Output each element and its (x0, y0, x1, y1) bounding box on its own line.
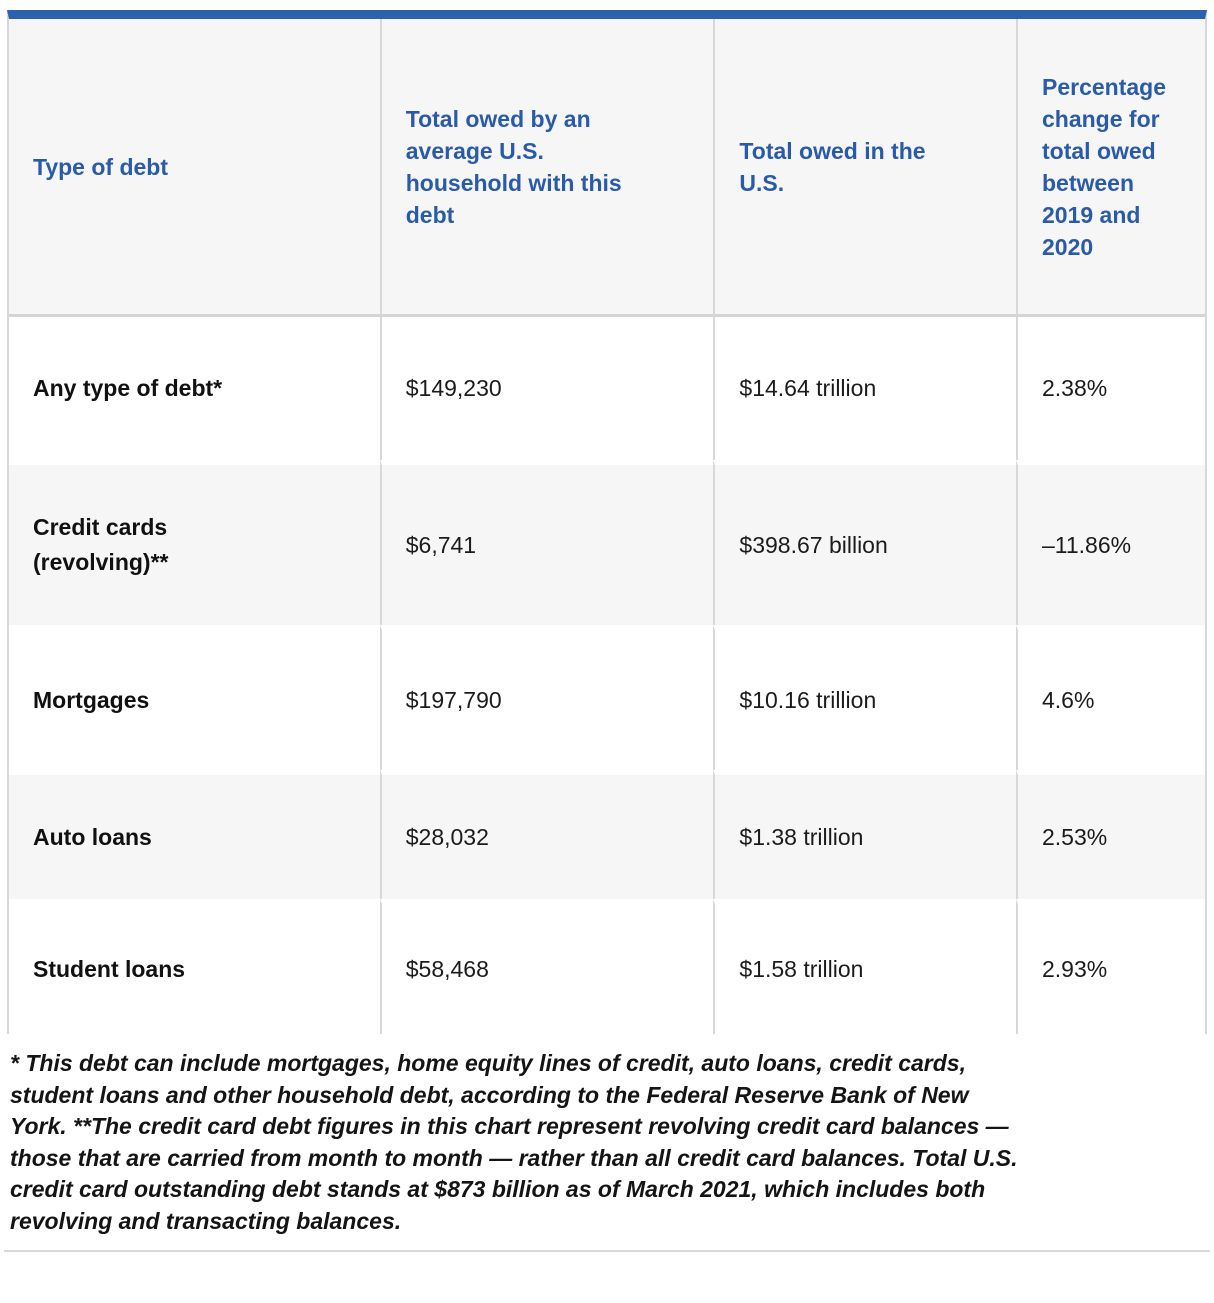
pct-change-cell: 2.38% (1016, 317, 1205, 460)
table-row-any-debt: Any type of debt* $149,230 $14.64 trilli… (9, 317, 1205, 460)
pct-change-cell: 2.93% (1016, 899, 1205, 1034)
us-total-cell: $1.58 trillion (713, 899, 1016, 1034)
table-footnote: * This debt can include mortgages, home … (10, 1050, 1018, 1234)
row-label: Auto loans (33, 823, 152, 850)
row-label-cell: Student loans (9, 899, 380, 1034)
household-total-cell: $197,790 (379, 625, 714, 770)
row-label-cell: Credit cards (revolving)** (9, 460, 380, 625)
bottom-divider (4, 1250, 1210, 1252)
pct-change-cell: –11.86% (1016, 460, 1205, 625)
us-total-cell: $398.67 billion (713, 460, 1016, 625)
row-label-cell: Any type of debt* (9, 317, 380, 460)
household-debt-table: Type of debt Total owed by an average U.… (9, 19, 1205, 1034)
row-label: Credit cards (revolving)** (33, 514, 169, 575)
table-row-mortgages: Mortgages $197,790 $10.16 trillion 4.6% (9, 625, 1205, 770)
us-total-cell: $1.38 trillion (713, 770, 1016, 899)
column-header-household-total: Total owed by an average U.S. household … (379, 19, 714, 317)
table-row-auto-loans: Auto loans $28,032 $1.38 trillion 2.53% (9, 770, 1205, 899)
household-total-cell: $6,741 (379, 460, 714, 625)
row-label-cell: Auto loans (9, 770, 380, 899)
row-label: Any type of debt* (33, 375, 223, 401)
us-total-cell: $14.64 trillion (713, 317, 1016, 460)
us-total-cell: $10.16 trillion (713, 625, 1016, 770)
pct-change-cell: 2.53% (1016, 770, 1205, 899)
table-header-row: Type of debt Total owed by an average U.… (9, 19, 1205, 317)
household-total-cell: $58,468 (379, 899, 714, 1034)
table-row-credit-cards: Credit cards (revolving)** $6,741 $398.6… (9, 460, 1205, 625)
column-header-type-of-debt: Type of debt (9, 19, 380, 317)
column-header-label: Percentage change for total owed between… (1042, 73, 1167, 260)
column-header-label: Total owed by an average U.S. household … (405, 105, 622, 228)
table-frame: Type of debt Total owed by an average U.… (7, 10, 1207, 1034)
column-header-us-total: Total owed in the U.S. (713, 19, 1016, 317)
household-total-cell: $149,230 (379, 317, 714, 460)
column-header-pct-change: Percentage change for total owed between… (1016, 19, 1205, 317)
row-label: Mortgages (33, 686, 150, 713)
row-label-cell: Mortgages (9, 625, 380, 770)
pct-change-cell: 4.6% (1016, 625, 1205, 770)
household-total-cell: $28,032 (379, 770, 714, 899)
column-header-label: Total owed in the U.S. (739, 137, 926, 196)
row-label: Student loans (33, 955, 186, 982)
column-header-label: Type of debt (33, 153, 169, 180)
debt-table-figure: Type of debt Total owed by an average U.… (7, 10, 1207, 1237)
table-row-student-loans: Student loans $58,468 $1.58 trillion 2.9… (9, 899, 1205, 1034)
